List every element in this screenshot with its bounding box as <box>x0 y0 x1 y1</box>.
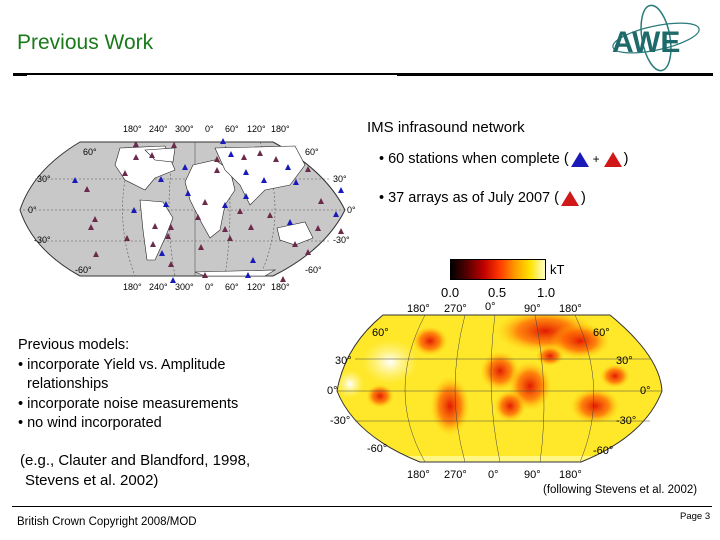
arrays-bullet-text: • 37 arrays as of July 2007 ( <box>379 190 559 206</box>
red-triangle-icon <box>560 190 579 206</box>
svg-text:0°: 0° <box>488 469 499 481</box>
svg-text:180°: 180° <box>271 282 290 292</box>
svg-text:90°: 90° <box>524 469 541 481</box>
svg-text:60°: 60° <box>83 147 97 157</box>
svg-text:30°: 30° <box>335 355 352 367</box>
page-number: Page 3 <box>680 511 711 522</box>
svg-text:270°: 270° <box>444 303 467 315</box>
svg-text:-30°: -30° <box>330 415 350 427</box>
previous-models-list: Previous models: • incorporate Yield vs.… <box>18 336 238 434</box>
copyright-text: British Crown Copyright 2008/MOD <box>17 516 197 528</box>
citation-line-2: Stevens et al. 2002) <box>25 471 159 489</box>
svg-text:-30°: -30° <box>333 235 350 245</box>
header-rule <box>13 73 713 76</box>
citation: (e.g., Clauter and Blandford, 1998, Stev… <box>20 451 250 490</box>
svg-text:30°: 30° <box>37 174 51 184</box>
array-station-markers <box>84 141 344 282</box>
svg-text:270°: 270° <box>444 469 467 481</box>
svg-text:30°: 30° <box>616 355 633 367</box>
plus-sign: + <box>592 152 600 166</box>
detection-threshold-map: 180° 270° 0° 90° 180° 60° 30° 0° -30° -6… <box>327 314 663 481</box>
stations-bullet-text: • 60 stations when complete ( <box>379 151 569 167</box>
colorbar-tick-1: 0.5 <box>488 285 507 300</box>
ims-network-title: IMS infrasound network <box>367 119 525 136</box>
svg-text:0°: 0° <box>205 282 214 292</box>
kt-colorbar <box>450 259 546 280</box>
svg-text:-60°: -60° <box>305 265 322 275</box>
header-rule-gap <box>27 75 397 76</box>
svg-text:300°: 300° <box>175 282 194 292</box>
previous-models-heading: Previous models: <box>18 337 130 353</box>
svg-text:0°: 0° <box>205 124 214 134</box>
svg-text:240°: 240° <box>149 282 168 292</box>
threshold-map-right-labels: 60° 30° 0° -30° -60° <box>593 327 651 457</box>
svg-text:180°: 180° <box>559 469 582 481</box>
ims-station-map: 180° 240° 300° 0° 60° 120° 180° 180° 240… <box>19 124 356 292</box>
svg-text:60°: 60° <box>372 327 389 339</box>
svg-text:180°: 180° <box>123 124 142 134</box>
svg-text:-60°: -60° <box>75 265 92 275</box>
svg-text:90°: 90° <box>524 303 541 315</box>
svg-text:120°: 120° <box>247 282 266 292</box>
svg-text:0°: 0° <box>485 301 496 313</box>
awe-logo: AWE <box>612 4 700 72</box>
svg-text:60°: 60° <box>225 124 239 134</box>
svg-text:180°: 180° <box>271 124 290 134</box>
colorbar-tick-2: 1.0 <box>537 285 556 300</box>
list-item: • incorporate Yield vs. Amplitude <box>18 356 226 373</box>
colorbar-tick-0: 0.0 <box>441 285 460 300</box>
list-item: • no wind incorporated <box>18 415 162 431</box>
colorbar-unit: kT <box>550 262 565 277</box>
footer-rule <box>12 506 712 507</box>
svg-text:AWE: AWE <box>612 26 680 59</box>
svg-text:60°: 60° <box>305 147 319 157</box>
threshold-map-top-labels: 180° 270° 0° 90° 180° <box>407 301 582 315</box>
svg-text:0°: 0° <box>347 205 356 215</box>
list-item-continuation: relationships <box>27 376 109 392</box>
page-title: Previous Work <box>17 31 154 54</box>
svg-text:-60°: -60° <box>367 443 387 455</box>
stations-bullet: • 60 stations when complete ( + ) <box>379 151 629 167</box>
svg-text:120°: 120° <box>247 124 266 134</box>
svg-text:-30°: -30° <box>34 235 51 245</box>
arrays-bullet-close: ) <box>580 190 586 206</box>
svg-text:0°: 0° <box>640 385 651 397</box>
svg-text:-30°: -30° <box>616 415 636 427</box>
citation-line-1: (e.g., Clauter and Blandford, 1998, <box>20 452 251 469</box>
red-triangle-icon <box>603 151 622 167</box>
stations-bullet-close: ) <box>623 151 629 167</box>
arrays-bullet: • 37 arrays as of July 2007 ( ) <box>379 190 586 206</box>
svg-text:240°: 240° <box>149 124 168 134</box>
svg-text:60°: 60° <box>593 327 610 339</box>
svg-text:30°: 30° <box>333 174 347 184</box>
svg-text:180°: 180° <box>407 303 430 315</box>
figure-caption: (following Stevens et al. 2002) <box>543 484 698 496</box>
svg-text:180°: 180° <box>559 303 582 315</box>
blue-triangle-icon <box>570 151 589 167</box>
svg-text:180°: 180° <box>123 282 142 292</box>
svg-text:300°: 300° <box>175 124 194 134</box>
svg-text:60°: 60° <box>225 282 239 292</box>
planned-station-markers <box>72 138 344 283</box>
svg-text:0°: 0° <box>28 205 37 215</box>
svg-text:180°: 180° <box>407 469 430 481</box>
svg-text:0°: 0° <box>327 385 338 397</box>
svg-text:-60°: -60° <box>593 445 613 457</box>
list-item: • incorporate noise measurements <box>18 395 239 412</box>
